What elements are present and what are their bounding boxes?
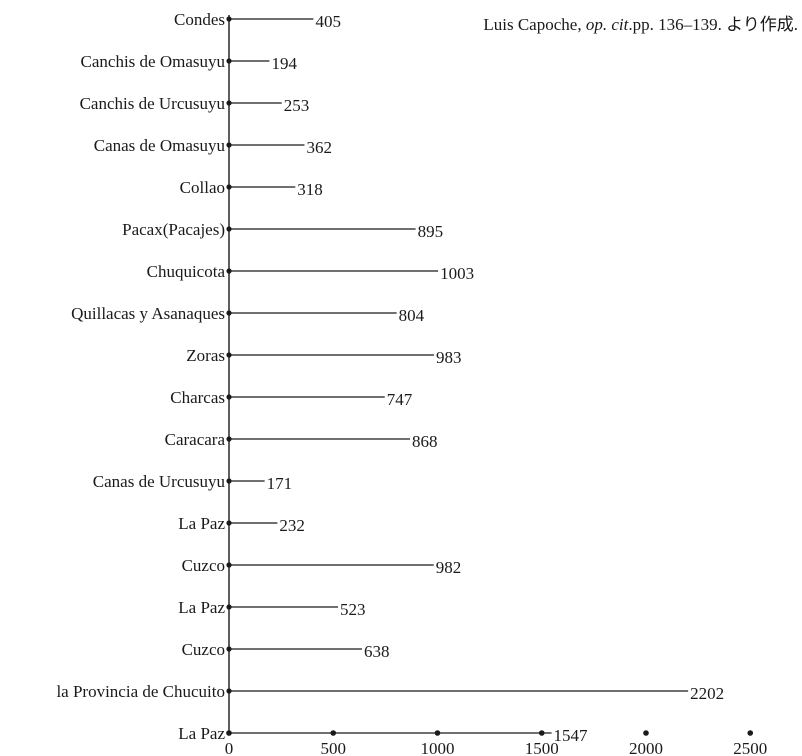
category-label: Pacax(Pacajes): [122, 220, 225, 239]
category-label: Canchis de Urcusuyu: [80, 94, 226, 113]
bar-start-dot: [226, 184, 232, 190]
x-tick-label: 500: [321, 739, 347, 756]
category-label: Zoras: [186, 346, 225, 365]
bar-start-dot: [226, 394, 232, 400]
data-label: 362: [306, 138, 332, 157]
category-label: Collao: [180, 178, 225, 197]
x-tick-label: 2000: [629, 739, 663, 756]
bar-start-dot: [226, 562, 232, 568]
bar-start-dot: [226, 688, 232, 694]
category-label: Canchis de Omasuyu: [81, 52, 226, 71]
bar-start-dot: [226, 142, 232, 148]
category-label: Quillacas y Asanaques: [71, 304, 225, 323]
x-tick-dot: [330, 730, 337, 736]
x-tick-label: 0: [225, 739, 234, 756]
data-label: 638: [364, 642, 390, 661]
x-tick-dot: [538, 730, 545, 736]
data-label: 405: [315, 12, 341, 31]
bar-start-dot: [226, 478, 232, 484]
data-label: 2202: [690, 684, 724, 703]
data-label: 232: [279, 516, 305, 535]
source-note: Luis Capoche, op. cit.pp. 136–139. より作成.: [483, 10, 798, 35]
source-author: Luis Capoche,: [483, 15, 586, 34]
data-label: 982: [436, 558, 462, 577]
data-label: 983: [436, 348, 462, 367]
category-label: Caracara: [165, 430, 226, 449]
data-label: 318: [297, 180, 323, 199]
bar-start-dot: [226, 16, 232, 22]
data-label: 523: [340, 600, 366, 619]
data-label: 895: [418, 222, 444, 241]
category-label: Charcas: [170, 388, 225, 407]
x-tick-dot: [643, 730, 649, 736]
category-label: Cuzco: [182, 556, 225, 575]
category-label: Canas de Urcusuyu: [93, 472, 226, 491]
bar-start-dot: [226, 436, 232, 442]
x-tick-label: 2500: [733, 739, 767, 756]
bar-start-dot: [226, 226, 232, 232]
data-label: 194: [271, 54, 297, 73]
x-tick-dot: [226, 730, 232, 736]
bar-start-dot: [226, 352, 232, 358]
x-tick-label: 1000: [421, 739, 455, 756]
category-label: Canas de Omasuyu: [94, 136, 226, 155]
x-tick-dot: [747, 730, 754, 736]
bar-start-dot: [226, 100, 232, 106]
data-label: 1003: [440, 264, 474, 283]
category-label: la Provincia de Chucuito: [56, 682, 225, 701]
category-label: La Paz: [178, 514, 225, 533]
bar-start-dot: [226, 520, 232, 526]
category-label: La Paz: [178, 724, 225, 743]
bar-start-dot: [226, 646, 232, 652]
data-label: 253: [284, 96, 310, 115]
data-label: 747: [387, 390, 413, 409]
bar-start-dot: [226, 268, 232, 274]
bar-start-dot: [226, 604, 232, 610]
bar-start-dot: [226, 310, 232, 316]
data-label: 868: [412, 432, 438, 451]
x-tick-dot: [434, 730, 441, 736]
category-label: Condes: [174, 10, 225, 29]
source-pages: .pp. 136–139. より作成.: [628, 15, 798, 34]
source-op-cit: op. cit: [585, 15, 629, 34]
data-label: 1547: [554, 726, 589, 745]
category-label: Cuzco: [182, 640, 225, 659]
data-label: 171: [267, 474, 293, 493]
category-label: La Paz: [178, 598, 225, 617]
x-tick-label: 1500: [525, 739, 559, 756]
category-label: Chuquicota: [147, 262, 226, 281]
data-label: 804: [399, 306, 425, 325]
bar-start-dot: [226, 58, 232, 64]
